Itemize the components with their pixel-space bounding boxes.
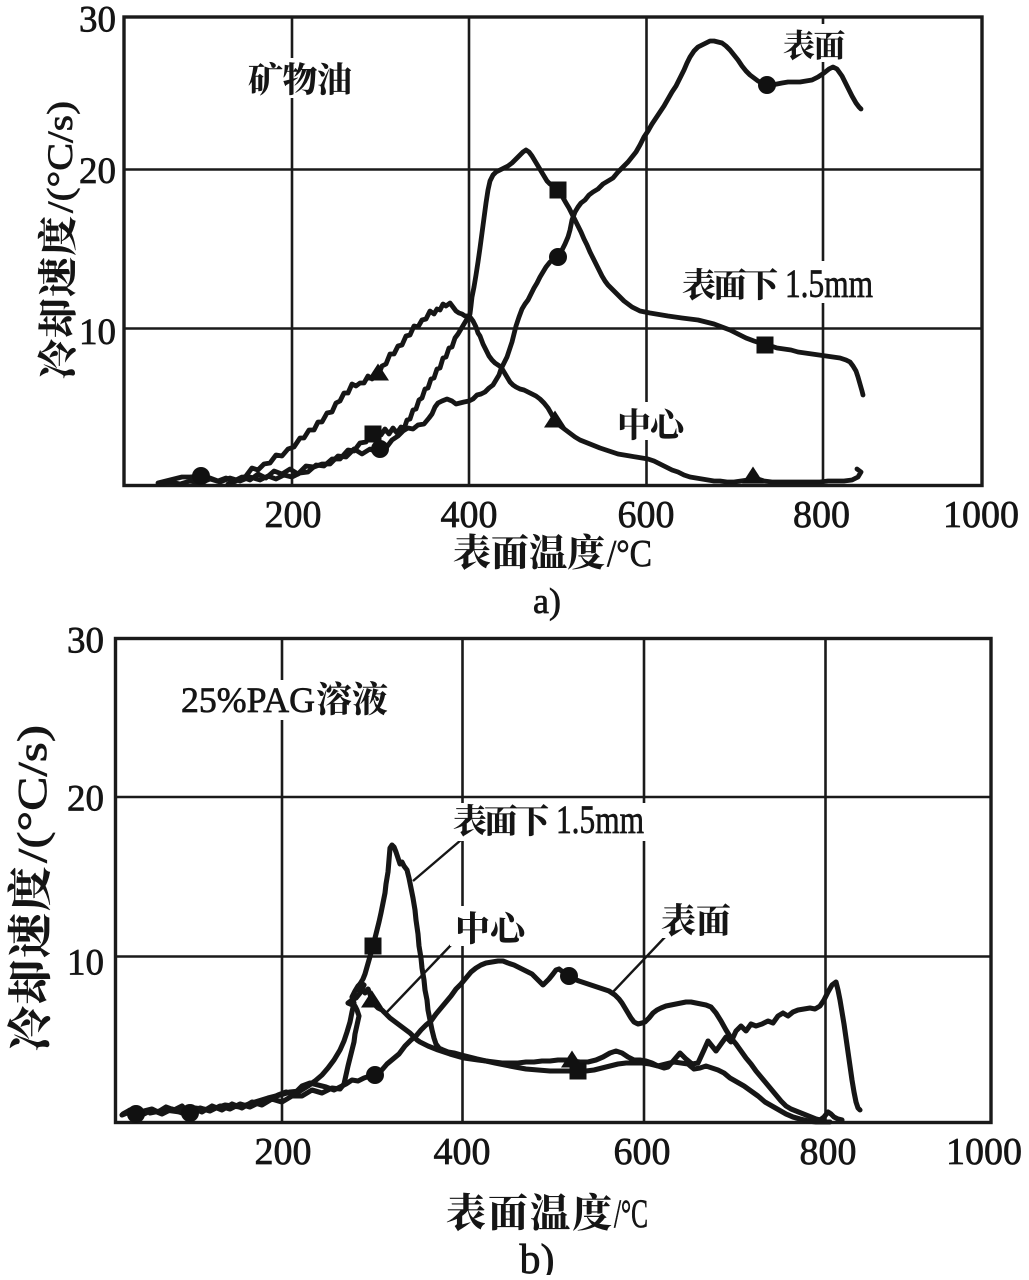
svg-text:20: 20 [67, 779, 104, 820]
svg-text:1.5mm: 1.5mm [785, 261, 873, 306]
svg-text:800: 800 [793, 494, 850, 536]
svg-text:30: 30 [79, 0, 116, 41]
svg-text:200: 200 [265, 494, 322, 536]
svg-text:600: 600 [618, 494, 675, 536]
svg-text:1000: 1000 [943, 494, 1019, 536]
svg-text:/°C: /°C [607, 533, 652, 575]
svg-text:800: 800 [800, 1131, 857, 1173]
svg-text:/°C: /°C [614, 1191, 648, 1236]
svg-text:/(°C/s): /(°C/s) [9, 725, 55, 863]
svg-text:400: 400 [434, 1131, 491, 1173]
svg-text:a): a) [533, 581, 561, 621]
svg-text:200: 200 [255, 1131, 312, 1173]
svg-text:600: 600 [614, 1131, 671, 1173]
svg-text:/(°C/s): /(°C/s) [40, 101, 80, 213]
svg-text:25%PAG: 25%PAG [181, 680, 315, 720]
svg-text:1000: 1000 [946, 1131, 1022, 1173]
svg-text:10: 10 [67, 943, 104, 984]
svg-text:1.5mm: 1.5mm [556, 797, 644, 842]
svg-text:20: 20 [79, 151, 116, 192]
svg-text:30: 30 [67, 621, 104, 662]
svg-text:10: 10 [79, 312, 116, 353]
svg-text:400: 400 [441, 494, 498, 536]
svg-text:b): b) [520, 1237, 555, 1275]
